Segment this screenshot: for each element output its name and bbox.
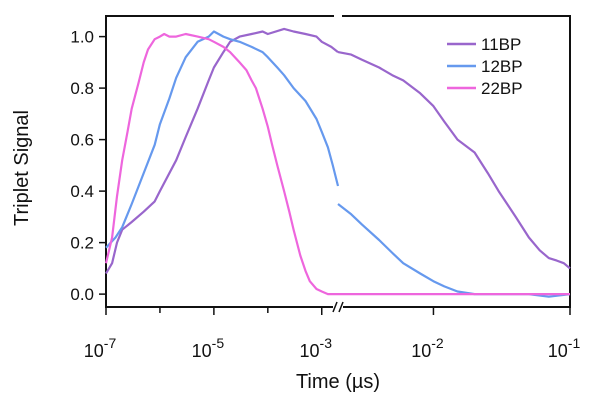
axis-break-bottom-gap [333, 301, 343, 313]
series-line [104, 32, 338, 296]
y-tick-label: 0.2 [70, 234, 94, 253]
legend-label: 12BP [481, 57, 523, 76]
y-tick-label: 1.0 [70, 28, 94, 47]
series-line [105, 30, 340, 249]
x-tick-label: 10-5 [192, 335, 225, 361]
plot-frame [105, 12, 571, 313]
x-axis-label: Time (µs) [296, 371, 380, 393]
axis-break-top [334, 12, 342, 20]
series-layer [104, 27, 571, 298]
x-tick-label: 10-2 [411, 335, 444, 361]
series-line [105, 27, 339, 275]
y-tick-label: 0.8 [70, 79, 94, 98]
legend-label: 22BP [481, 79, 523, 98]
y-axis-label: Triplet Signal [11, 110, 33, 226]
legend: 11BP 12BP 22BP [447, 35, 523, 98]
axis-break-slash-right [338, 301, 344, 313]
y-tick-label: 0.6 [70, 131, 94, 150]
axis-break-slash-left [332, 301, 338, 313]
x-tick-label: 10-7 [84, 335, 117, 361]
x-tick-label: 10-3 [300, 335, 333, 361]
y-axis-ticks: 0.0 0.2 0.4 0.6 0.8 1.0 [70, 28, 106, 304]
y-tick-label: 0.0 [70, 285, 94, 304]
legend-label: 11BP [481, 35, 521, 54]
series-22BP [104, 32, 570, 296]
x-axis-ticks: 10-7 10-5 10-3 10-2 10-1 [84, 307, 581, 361]
series-11BP [105, 27, 571, 275]
series-line [337, 51, 571, 270]
x-tick-label: 10-1 [548, 335, 581, 361]
y-tick-label: 0.4 [70, 182, 94, 201]
series-line [337, 203, 571, 298]
